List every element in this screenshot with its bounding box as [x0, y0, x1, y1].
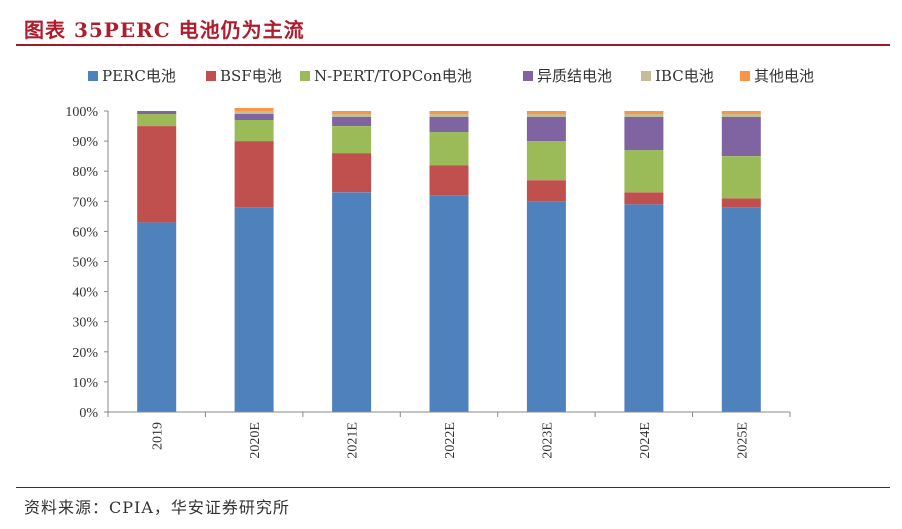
stacked-bar-chart: PERC电池 BSF电池 N-PERT/TOPCon电池 异质结电池 IBC电池 其他电池…	[65, 67, 814, 459]
bar-segment	[624, 117, 664, 151]
bar-segment	[526, 180, 566, 202]
source-note: 资料来源：CPIA，华安证券研究所	[24, 498, 290, 517]
y-tick-label: 60%	[72, 225, 98, 240]
legend-label: N-PERT/TOPCon电池	[314, 67, 472, 85]
source-divider	[16, 487, 890, 488]
y-tick-label: 20%	[72, 346, 98, 361]
bar-segment	[624, 150, 664, 193]
x-axis: 2019 2020E 2021E 2022E 2023E 2024E 2025E	[107, 411, 791, 459]
bar-segment	[429, 111, 469, 114]
bar-segment	[332, 111, 372, 114]
bar-segment	[234, 207, 274, 412]
bar-segment	[429, 132, 469, 166]
legend-label: 异质结电池	[537, 67, 612, 85]
bar-segment	[234, 108, 274, 111]
bar-segment	[332, 126, 372, 154]
bar-segment	[429, 114, 469, 117]
x-tick-label: 2023E	[540, 422, 555, 459]
y-tick-label: 10%	[72, 376, 98, 391]
bar-segment	[721, 156, 761, 199]
y-tick-label: 50%	[72, 256, 98, 271]
bar-segment	[234, 111, 274, 114]
bar-segment	[332, 114, 372, 117]
bar-segment	[721, 114, 761, 117]
legend-swatch	[523, 71, 533, 81]
bar-segment	[526, 117, 566, 142]
bar-segment	[526, 141, 566, 181]
legend-label: PERC电池	[102, 67, 176, 85]
bar-segment	[332, 117, 372, 126]
bar-segment	[332, 153, 372, 193]
x-tick-label: 2019	[151, 422, 166, 450]
legend-swatch	[641, 71, 651, 81]
y-tick-label: 0%	[79, 406, 98, 421]
bar-series	[137, 108, 761, 412]
y-axis: 0% 10% 20% 30% 40% 50% 60% 70% 80% 90% 100%	[65, 105, 109, 421]
title-divider	[16, 44, 890, 46]
bar-segment	[526, 114, 566, 117]
x-tick-label: 2020E	[248, 422, 263, 459]
x-tick-label: 2022E	[443, 422, 458, 459]
bar-segment	[624, 192, 664, 205]
bar-segment	[234, 114, 274, 120]
bar-segment	[429, 195, 469, 412]
legend-label: 其他电池	[754, 67, 814, 85]
y-tick-label: 100%	[65, 105, 98, 120]
y-tick-label: 30%	[72, 316, 98, 331]
bar-segment	[429, 165, 469, 196]
bar-segment	[137, 222, 177, 412]
bar-segment	[526, 111, 566, 114]
legend-swatch	[206, 71, 216, 81]
bar-segment	[721, 117, 761, 157]
legend-label: IBC电池	[655, 67, 714, 85]
bar-segment	[526, 201, 566, 412]
bar-segment	[624, 111, 664, 114]
bar-segment	[429, 117, 469, 133]
chart-legend: PERC电池 BSF电池 N-PERT/TOPCon电池 异质结电池 IBC电池 其他电池	[88, 67, 814, 85]
bar-segment	[721, 198, 761, 208]
bar-segment	[332, 192, 372, 412]
x-tick-label: 2025E	[735, 422, 750, 459]
bar-segment	[137, 114, 177, 126]
y-tick-label: 40%	[72, 286, 98, 301]
bar-segment	[624, 204, 664, 412]
legend-swatch	[740, 71, 750, 81]
legend-swatch	[88, 71, 98, 81]
bar-segment	[721, 207, 761, 412]
y-tick-label: 70%	[72, 195, 98, 210]
bar-segment	[234, 141, 274, 208]
x-tick-label: 2021E	[346, 422, 361, 459]
bar-segment	[137, 111, 177, 114]
page-title: 图表 35PERC 电池仍为主流	[24, 18, 305, 42]
legend-swatch	[300, 71, 310, 81]
bar-segment	[137, 126, 177, 223]
y-tick-label: 80%	[72, 165, 98, 180]
bar-segment	[624, 114, 664, 117]
legend-label: BSF电池	[220, 67, 282, 85]
x-tick-label: 2024E	[638, 422, 653, 459]
bar-segment	[721, 111, 761, 114]
bar-segment	[234, 120, 274, 142]
y-tick-label: 90%	[72, 135, 98, 150]
